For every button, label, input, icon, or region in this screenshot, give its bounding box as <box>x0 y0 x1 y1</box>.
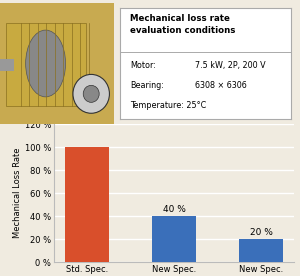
Bar <box>0 59 14 71</box>
Circle shape <box>73 75 110 113</box>
Text: Bearing:: Bearing: <box>130 81 164 90</box>
Bar <box>239 239 283 262</box>
Text: Mechanical loss rate
evaluation conditions: Mechanical loss rate evaluation conditio… <box>130 14 236 34</box>
Bar <box>65 147 109 262</box>
Circle shape <box>83 85 99 102</box>
Text: 20 %: 20 % <box>250 229 273 237</box>
Y-axis label: Mechanical Loss Rate: Mechanical Loss Rate <box>13 148 22 238</box>
Text: 7.5 kW, 2P, 200 V: 7.5 kW, 2P, 200 V <box>195 61 266 70</box>
Bar <box>152 216 196 262</box>
Text: Motor:: Motor: <box>130 61 156 70</box>
Ellipse shape <box>26 30 66 97</box>
Text: 40 %: 40 % <box>163 205 185 214</box>
Text: 6308 × 6306: 6308 × 6306 <box>195 81 247 90</box>
Text: Temperature: 25°C: Temperature: 25°C <box>130 101 206 110</box>
Bar <box>6 23 85 106</box>
